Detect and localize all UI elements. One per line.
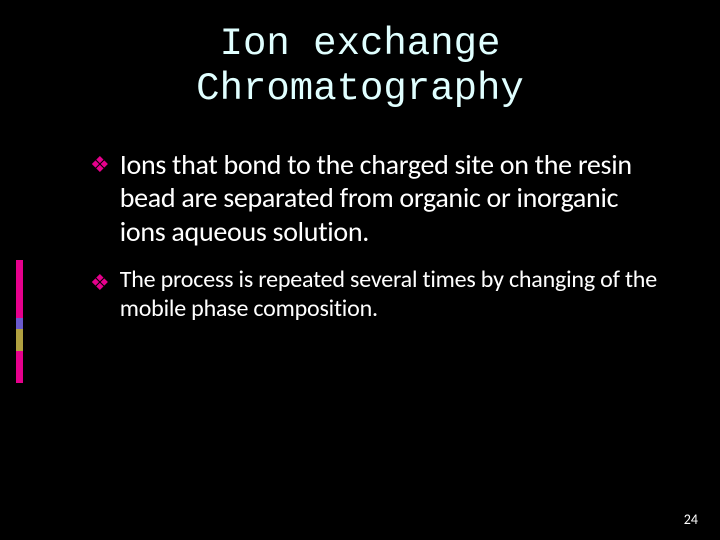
list-item: ❖ Ions that bond to the charged site on … [90, 148, 660, 249]
accent-segment [16, 318, 23, 329]
bullet-text: Ions that bond to the charged site on th… [120, 148, 660, 249]
diamond-bullet-icon: ❖ [90, 152, 110, 178]
bullet-text: The process is repeated several times by… [120, 266, 660, 324]
accent-segment [16, 260, 23, 318]
accent-sidebar [16, 260, 23, 383]
list-item: ❖ The process is repeated several times … [90, 266, 660, 324]
accent-segment [16, 340, 23, 351]
diamond-bullet-icon: ❖ [90, 270, 110, 296]
page-number: 24 [684, 511, 698, 528]
slide-title: Ion exchange Chromatography [80, 22, 640, 112]
accent-segment [16, 351, 23, 383]
bullet-list: ❖ Ions that bond to the charged site on … [60, 148, 660, 324]
slide: Ion exchange Chromatography ❖ Ions that … [0, 0, 720, 540]
accent-segment [16, 329, 23, 340]
